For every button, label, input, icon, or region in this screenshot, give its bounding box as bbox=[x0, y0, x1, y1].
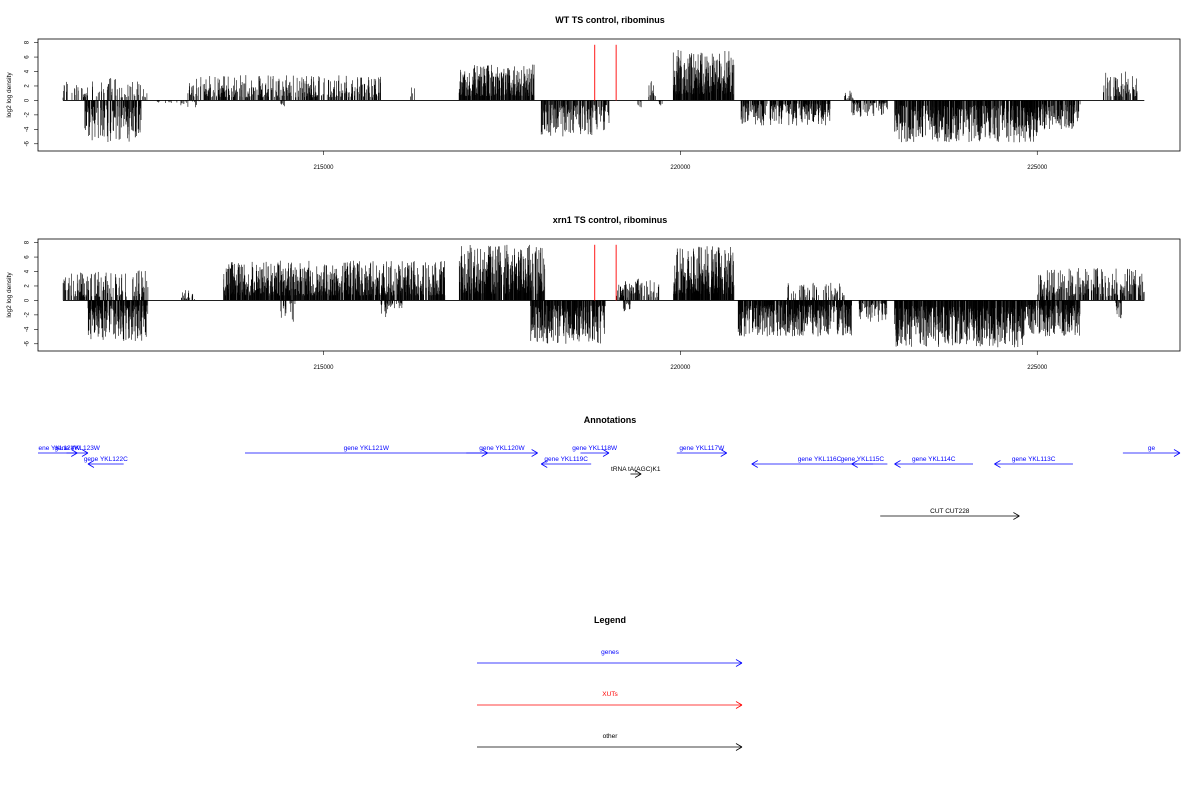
wt-coverage-panel: WT TS control, ribominus log2 log densit… bbox=[6, 15, 1181, 171]
xrn1-y-tick-label: 4 bbox=[25, 269, 31, 273]
xrn1-coverage-bars bbox=[62, 244, 1145, 348]
wt-y-tick-label: -2 bbox=[25, 112, 31, 118]
wt-y-tick-label: -6 bbox=[25, 140, 31, 146]
xrn1-x-tick-label: 220000 bbox=[670, 365, 691, 371]
wt-x-axis: 215000 220000 225000 bbox=[313, 151, 1048, 171]
xrn1-x-axis: 215000 220000 225000 bbox=[313, 351, 1048, 371]
wt-y-tick-label: 8 bbox=[25, 40, 31, 44]
wt-coverage-bars bbox=[62, 44, 1145, 143]
wt-y-tick-label: 6 bbox=[25, 55, 31, 59]
xrn1-y-tick-label: 6 bbox=[25, 255, 31, 259]
xrn1-panel-title: xrn1 TS control, ribominus bbox=[553, 215, 668, 225]
wt-x-tick-label: 220000 bbox=[670, 165, 691, 171]
wt-panel-title: WT TS control, ribominus bbox=[555, 15, 665, 25]
xrn1-y-tick-label: -2 bbox=[25, 312, 31, 318]
xrn1-y-axis: 8 6 4 2 0 -2 -4 -6 bbox=[25, 240, 38, 346]
wt-y-tick-label: 2 bbox=[25, 84, 31, 88]
xrn1-plot-frame bbox=[37, 238, 1181, 352]
xrn1-y-tick-label: -6 bbox=[25, 340, 31, 346]
xrn1-y-tick-label: 8 bbox=[25, 240, 31, 244]
wt-plot-frame bbox=[37, 38, 1181, 152]
xrn1-x-tick-label: 215000 bbox=[313, 365, 334, 371]
wt-y-tick-label: 0 bbox=[25, 98, 31, 102]
wt-y-tick-label: 4 bbox=[25, 69, 31, 73]
wt-y-axis: 8 6 4 2 0 -2 -4 -6 bbox=[25, 40, 38, 146]
wt-y-axis-label: log2 log density bbox=[6, 72, 13, 118]
xrn1-y-tick-label: 2 bbox=[25, 284, 31, 288]
xrn1-y-axis-label: log2 log density bbox=[6, 272, 13, 318]
xrn1-y-tick-label: -4 bbox=[25, 326, 31, 332]
wt-x-tick-label: 215000 bbox=[313, 165, 334, 171]
xrn1-coverage-panel: xrn1 TS control, ribominus log2 log dens… bbox=[6, 215, 1181, 371]
wt-y-tick-label: -4 bbox=[25, 126, 31, 132]
wt-x-tick-label: 225000 bbox=[1027, 165, 1048, 171]
xrn1-y-tick-label: 0 bbox=[25, 298, 31, 302]
xrn1-x-tick-label: 225000 bbox=[1027, 365, 1048, 371]
